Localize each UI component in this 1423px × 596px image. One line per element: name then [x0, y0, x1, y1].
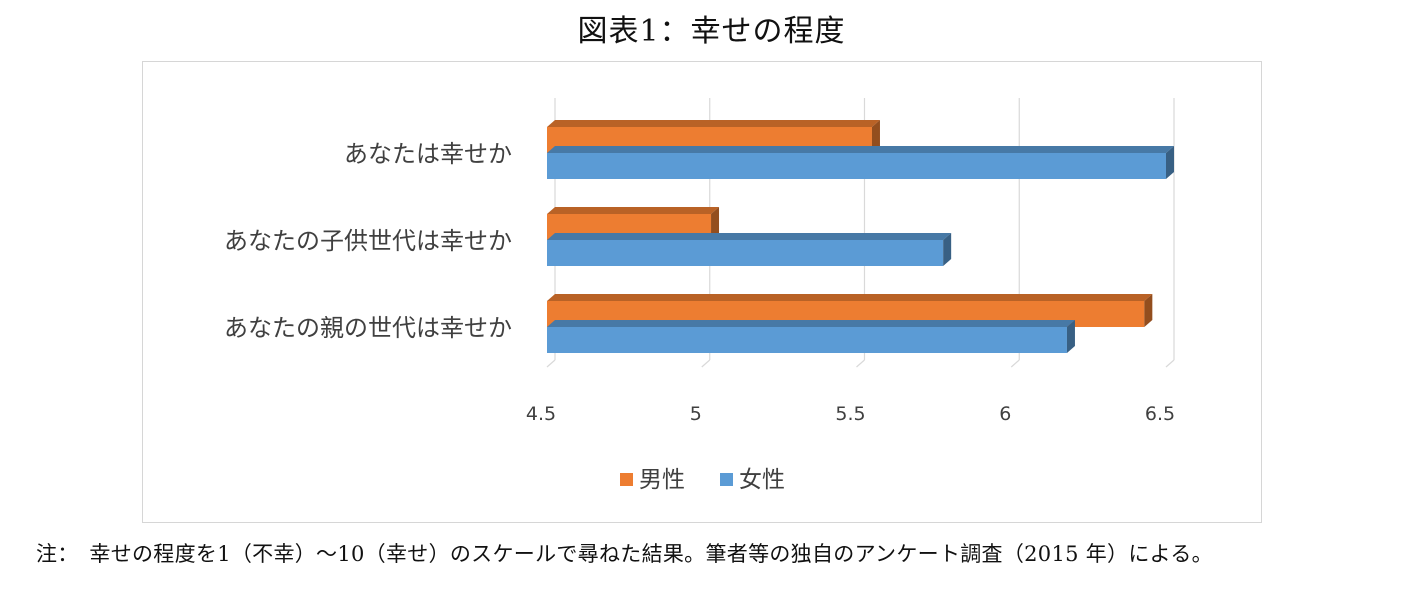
bar-chart: 4.5 5 5.5 6 6.5 あなたは幸せかあなたの子供世代は幸せかあなたの親の世代は幸…: [224, 98, 1175, 493]
legend-label: 女性: [739, 467, 785, 493]
floor-gridline: [701, 359, 711, 368]
bar-top: [547, 207, 720, 214]
bar-female: [547, 327, 1067, 353]
bar-side: [943, 233, 952, 266]
bar-side: [871, 120, 880, 153]
bar-side: [1166, 146, 1174, 179]
bar-top: [547, 320, 1075, 327]
legend-swatch: [620, 473, 633, 486]
category-label: あなたの子供世代は幸せか: [224, 227, 512, 255]
legend-label: 男性: [639, 467, 685, 493]
floor-gridline: [856, 359, 865, 368]
bar-top: [547, 294, 1153, 301]
bar-top: [547, 233, 952, 240]
bar-side: [1066, 320, 1075, 353]
legend-swatch: [720, 473, 733, 486]
bar-side: [711, 207, 720, 240]
footnote: 注： 幸せの程度を1（不幸）～10（幸せ）のスケールで尋ねた結果。筆者等の独自の…: [36, 542, 1213, 566]
chart-title: 図表1：幸せの程度: [577, 14, 846, 49]
floor-gridline: [546, 359, 556, 368]
bar-top: [547, 146, 1174, 153]
bar-female: [547, 153, 1166, 179]
bar-side: [1144, 294, 1153, 327]
x-tick-label: 5: [690, 403, 702, 425]
x-tick-label: 6.5: [1145, 403, 1175, 425]
bar-female: [547, 240, 944, 266]
x-tick-label: 6: [999, 403, 1011, 425]
floor-gridline: [1165, 359, 1175, 368]
category-label: あなたの親の世代は幸せか: [224, 314, 512, 342]
x-tick-label: 4.5: [526, 403, 556, 425]
floor-gridline: [1010, 359, 1020, 368]
category-label: あなたは幸せか: [344, 140, 512, 168]
x-tick-label: 5.5: [835, 403, 865, 425]
bar-top: [547, 120, 880, 127]
